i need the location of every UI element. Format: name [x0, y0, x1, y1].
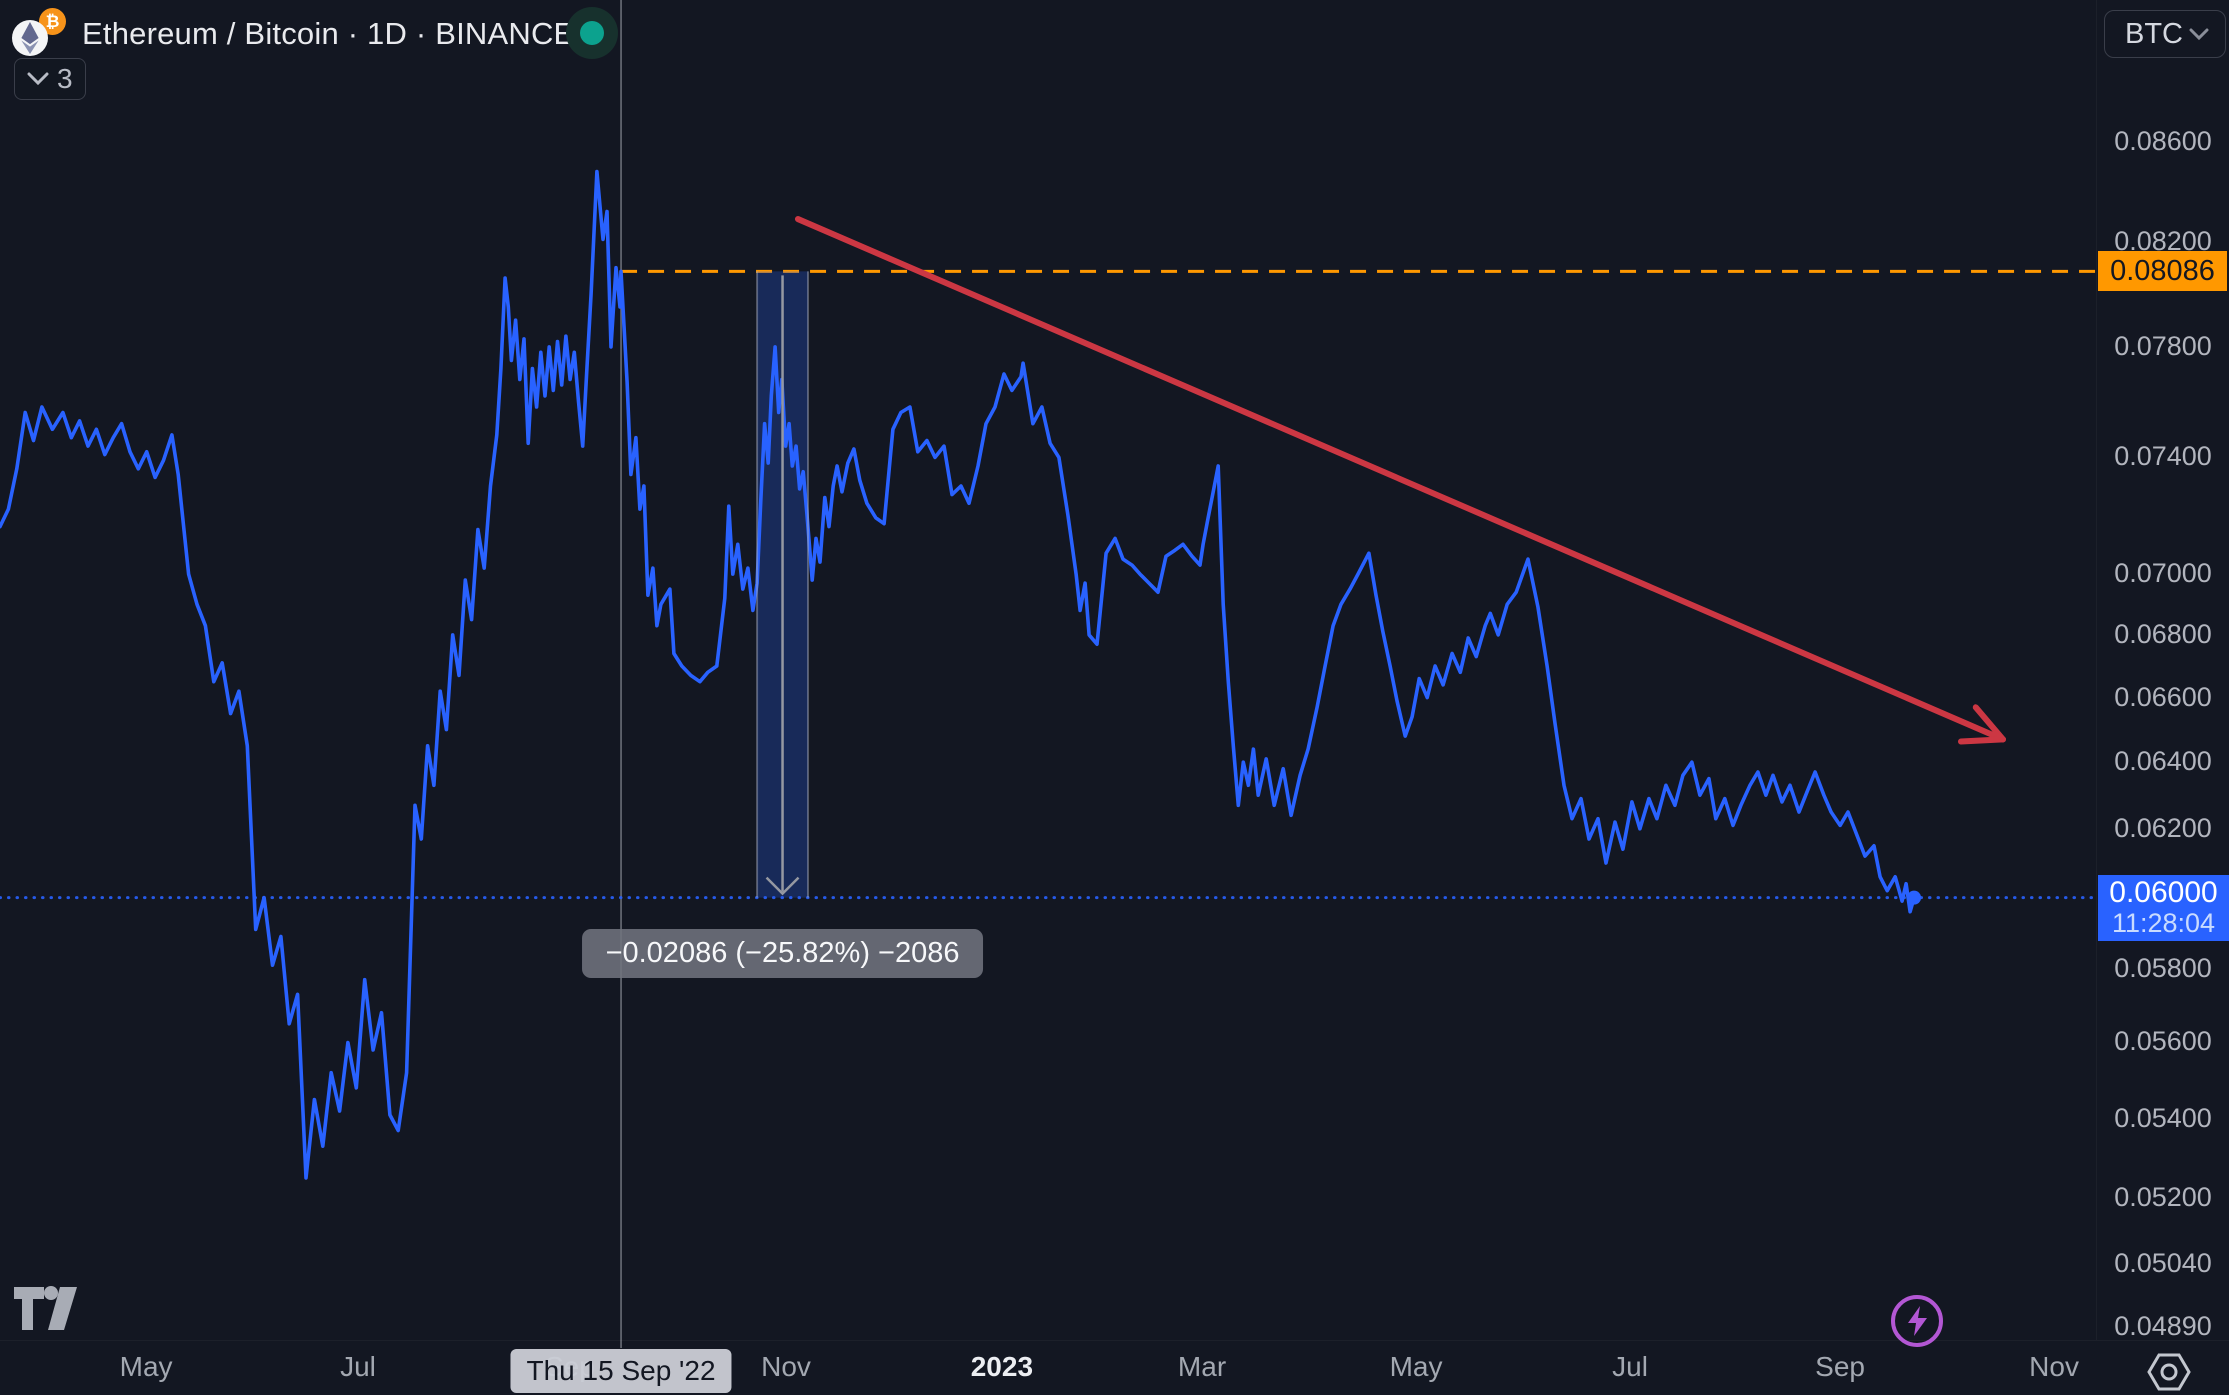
chevron-down-icon	[2189, 28, 2209, 40]
chevron-down-icon	[27, 72, 49, 86]
quick-action-lightning-button[interactable]	[1889, 1293, 1945, 1354]
price-axis-tick: 0.05040	[2114, 1247, 2212, 1278]
time-axis-tick: May	[119, 1351, 173, 1382]
time-axis-tick: Jul	[1612, 1351, 1648, 1382]
currency-label: BTC	[2125, 17, 2183, 50]
alert-price-label[interactable]: 0.08086	[2098, 251, 2227, 292]
trend-arrow-line[interactable]	[794, 216, 2006, 743]
time-axis[interactable]: MayJulSepNov2023MarMayJulSepNov	[0, 1340, 2229, 1395]
measure-arrow-head-icon	[765, 876, 800, 896]
price-axis-tick: 0.06200	[2114, 812, 2212, 843]
price-line-series	[0, 169, 1916, 1180]
price-axis-tick: 0.05600	[2114, 1026, 2212, 1057]
time-axis-tick: Mar	[1177, 1351, 1227, 1382]
measure-summary-text: −0.02086 (−25.82%) −2086	[605, 936, 960, 969]
time-axis-tick: 2023	[970, 1351, 1034, 1382]
price-axis-tick: 0.08600	[2114, 126, 2212, 156]
crosshair-date-text: Thu 15 Sep '22	[526, 1355, 716, 1386]
ethereum-icon	[12, 20, 48, 56]
price-axis-tick: 0.05200	[2114, 1182, 2212, 1212]
symbol-title[interactable]: Ethereum / Bitcoin · 1D · BINANCE	[82, 16, 575, 51]
last-price-value: 0.06000	[2109, 875, 2218, 909]
collapsed-indicators-count: 3	[57, 63, 73, 94]
market-status-button[interactable]	[566, 7, 618, 59]
price-axis-tick: 0.07000	[2114, 558, 2212, 589]
settings-gear-icon[interactable]	[2146, 1352, 2192, 1395]
time-axis-tick: Sep	[1815, 1351, 1865, 1382]
trend-arrow-head-icon	[1957, 736, 2006, 745]
price-axis-tick: 0.05800	[2114, 952, 2212, 983]
price-axis-tick: 0.07800	[2114, 330, 2212, 361]
price-axis-tick: 0.06600	[2114, 681, 2212, 712]
bar-countdown: 11:28:04	[2111, 908, 2216, 939]
pair-logo: ₿	[12, 8, 70, 60]
last-price-label: 0.06000 11:28:04	[2098, 874, 2229, 941]
last-price-point-marker	[1907, 890, 1922, 905]
trend-arrow-head-icon	[1972, 704, 2006, 743]
crosshair-date-label: Thu 15 Sep '22	[510, 1349, 732, 1393]
time-axis-tick: Nov	[761, 1351, 811, 1382]
price-axis[interactable]: 0.08600 0.08200 0.07800 0.07400 0.07000 0.068…	[2096, 0, 2229, 1342]
price-axis-tick: 0.05400	[2114, 1102, 2212, 1133]
tradingview-logo[interactable]	[14, 1286, 78, 1337]
alert-price-value: 0.08086	[2110, 254, 2215, 287]
time-axis-tick: Jul	[340, 1351, 376, 1382]
collapsed-indicators-button[interactable]: 3	[14, 58, 86, 100]
price-axis-tick: 0.07400	[2114, 441, 2212, 472]
price-axis-tick: 0.06800	[2114, 618, 2212, 649]
price-axis-tick: 0.08200	[2114, 225, 2212, 256]
price-axis-tick: 0.04890	[2114, 1311, 2212, 1342]
symbol-header[interactable]: ₿ Ethereum / Bitcoin · 1D · BINANCE	[12, 8, 574, 60]
price-axis-tick: 0.06400	[2114, 746, 2212, 777]
time-axis-tick: May	[1389, 1351, 1443, 1382]
measure-tooltip: −0.02086 (−25.82%) −2086	[581, 928, 984, 978]
time-axis-tick: Nov	[2029, 1351, 2079, 1382]
market-open-dot-icon	[580, 21, 604, 45]
currency-dropdown[interactable]: BTC	[2104, 10, 2226, 58]
